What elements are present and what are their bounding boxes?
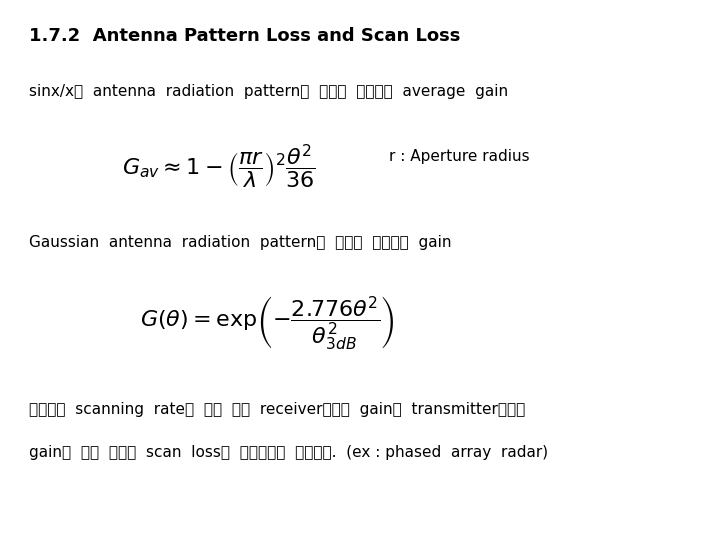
Text: 안테나의  scanning  rate가  너무  빨라  receiver에서의  gain이  transmitter에서의: 안테나의 scanning rate가 너무 빨라 receiver에서의 ga… bbox=[29, 402, 525, 417]
Text: r : Aperture radius: r : Aperture radius bbox=[389, 148, 529, 164]
Text: $G(\theta) = \exp\!\left(-\dfrac{2.776\theta^{2}}{\theta^{2}_{3dB}}\right)$: $G(\theta) = \exp\!\left(-\dfrac{2.776\t… bbox=[140, 294, 395, 352]
Text: $G_{av} \approx 1 - \left(\dfrac{\pi r}{\lambda}\right)^{2} \dfrac{\theta^{2}}{3: $G_{av} \approx 1 - \left(\dfrac{\pi r}{… bbox=[122, 143, 316, 191]
Text: sinx/x의  antenna  radiation  pattern을  가지는  안테나의  average  gain: sinx/x의 antenna radiation pattern을 가지는 안… bbox=[29, 84, 508, 99]
Text: gain과  같지  않다면  scan  loss가  부가적으로  발생한다.  (ex : phased  array  radar): gain과 같지 않다면 scan loss가 부가적으로 발생한다. (ex … bbox=[29, 446, 548, 461]
Text: Gaussian  antenna  radiation  pattern을  가지는  안테나의  gain: Gaussian antenna radiation pattern을 가지는 … bbox=[29, 235, 451, 250]
Text: 1.7.2  Antenna Pattern Loss and Scan Loss: 1.7.2 Antenna Pattern Loss and Scan Loss bbox=[29, 27, 460, 45]
